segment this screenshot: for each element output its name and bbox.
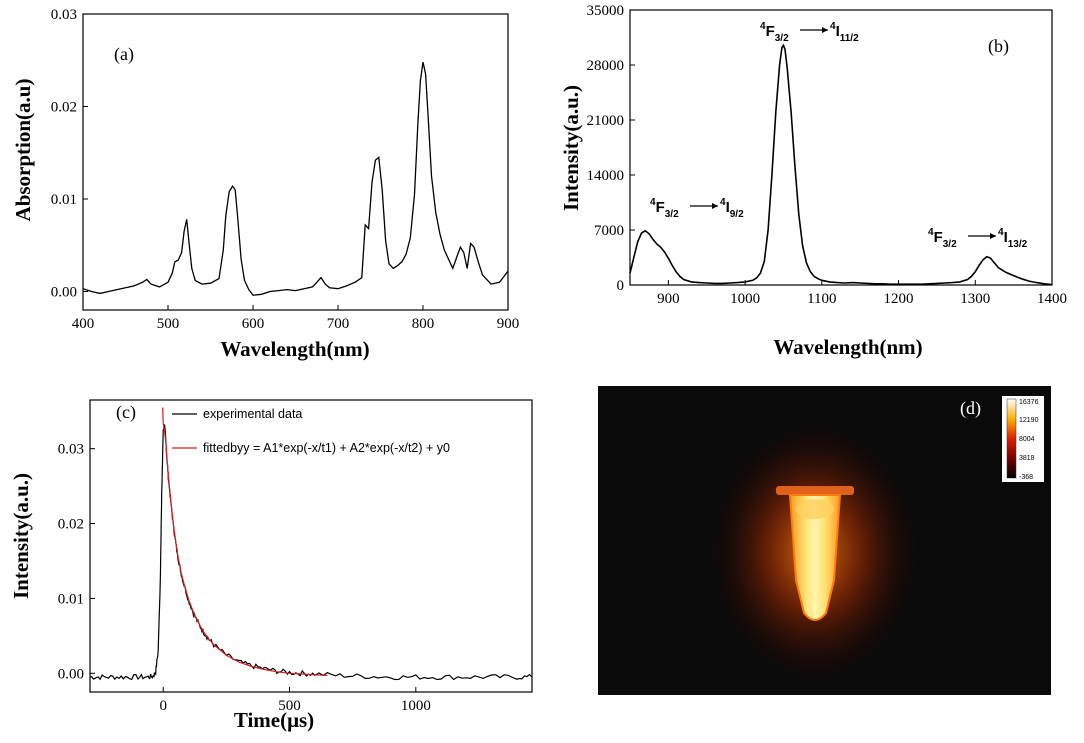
glowing-tube <box>788 494 842 621</box>
x-tick-label: 800 <box>412 316 435 332</box>
panel-d-photo: (d) 16376 12190 8004 3818 -368 <box>598 386 1051 695</box>
x-tick-label: 1000 <box>401 698 431 714</box>
transition-label: 4F3/2 <box>650 197 679 220</box>
colorbar-gradient <box>1006 398 1017 479</box>
transition-label: 4F3/2 <box>928 227 957 250</box>
arrowhead-icon <box>822 27 828 33</box>
y-tick-label: 7000 <box>594 223 624 239</box>
legend-entry-fit: fittedbyy = A1*exp(-x/t1) + A2*exp(-x/t2… <box>203 441 450 455</box>
x-tick-label: 1400 <box>1037 291 1067 307</box>
x-tick-label: 1100 <box>807 291 836 307</box>
panel-a-label: (a) <box>114 44 134 65</box>
x-tick-label: 400 <box>72 316 95 332</box>
x-tick-label: 900 <box>497 316 520 332</box>
tube-cap-rim <box>776 486 854 495</box>
y-tick-label: 28000 <box>587 58 625 74</box>
transition-label: 4F3/2 <box>760 21 789 44</box>
panel-c-fit-curve <box>162 407 328 677</box>
arrowhead-icon <box>712 203 718 209</box>
legend-entry-experimental: experimental data <box>203 407 302 421</box>
colorbar-tick: -368 <box>1019 474 1033 481</box>
y-tick-label: 0.01 <box>51 192 77 208</box>
panel-b-x-axis-label: Wavelength(nm) <box>773 335 922 359</box>
y-tick-label: 0.03 <box>51 7 77 23</box>
x-tick-label: 700 <box>327 316 350 332</box>
panel-a-plot-frame <box>82 13 509 311</box>
y-tick-label: 0.03 <box>58 442 84 458</box>
colorbar-tick: 16376 <box>1019 399 1039 406</box>
panel-c-plot-frame <box>89 399 533 693</box>
panel-b-y-axis-label: Intensity(a.u.) <box>559 85 583 211</box>
y-tick-label: 14000 <box>587 168 625 184</box>
panel-b-plot-frame <box>629 9 1053 286</box>
panel-a-x-axis-label: Wavelength(nm) <box>220 337 369 361</box>
colorbar-tick: 8004 <box>1019 436 1035 443</box>
y-tick-label: 35000 <box>587 3 625 19</box>
panel-a-absorption-curve <box>82 61 509 296</box>
x-tick-label: 0 <box>159 698 167 714</box>
y-tick-label: 0.02 <box>58 517 84 533</box>
panel-b-ticks: 900 1000 1100 1200 1300 140007000140002100028… <box>587 3 1068 307</box>
tube-cap-top <box>796 499 834 519</box>
panel-c-x-axis-label: Time(μs) <box>234 708 314 732</box>
x-tick-label: 900 <box>657 291 680 307</box>
panel-a-y-axis-label: Absorption(a.u) <box>11 79 35 222</box>
panel-c-label: (c) <box>116 402 136 423</box>
x-tick-label: 1200 <box>884 291 914 307</box>
panel-d-label: (d) <box>960 398 981 419</box>
panel-b-transition-labels: 4F3/2 4I9/2 4F3/2 4I11/2 4F3/2 4I13/2 <box>650 21 1028 250</box>
y-tick-label: 21000 <box>587 113 625 129</box>
panel-b-label: (b) <box>988 36 1009 57</box>
y-tick-label: 0.00 <box>58 666 84 682</box>
x-tick-label: 1300 <box>960 291 990 307</box>
panel-a-ticks: 400 500 600 700 800 900 0.00 0.01 0.02 0.03 <box>51 7 520 332</box>
transition-target: 4I11/2 <box>830 21 859 44</box>
x-tick-label: 500 <box>278 698 301 714</box>
panel-c-ticks: 0 500 1000 0.00 0.01 0.02 0.03 <box>58 442 431 714</box>
y-tick-label: 0.00 <box>51 285 77 301</box>
panel-c-y-axis-label: Intensity(a.u.) <box>9 473 33 599</box>
panel-c-experimental-curve <box>89 423 533 681</box>
colorbar-tick: 12190 <box>1019 417 1039 424</box>
transition-target: 4I13/2 <box>998 227 1028 250</box>
arrowhead-icon <box>990 233 996 239</box>
panel-a: 400 500 600 700 800 900 0.00 0.01 0.02 0.03 (a) W… <box>11 7 519 361</box>
panel-c: 0 500 1000 0.00 0.01 0.02 0.03 (c) experimenta… <box>9 399 533 732</box>
x-tick-label: 600 <box>242 316 265 332</box>
colorbar-tick: 3818 <box>1019 455 1035 462</box>
y-tick-label: 0 <box>617 278 625 294</box>
panel-b: 900 1000 1100 1200 1300 140007000140002100028… <box>559 3 1067 359</box>
y-tick-label: 0.02 <box>51 100 77 116</box>
x-tick-label: 1000 <box>730 291 760 307</box>
x-tick-label: 500 <box>157 316 180 332</box>
panel-b-emission-curve <box>629 43 1053 286</box>
transition-target: 4I9/2 <box>720 197 744 220</box>
y-tick-label: 0.01 <box>58 591 84 607</box>
